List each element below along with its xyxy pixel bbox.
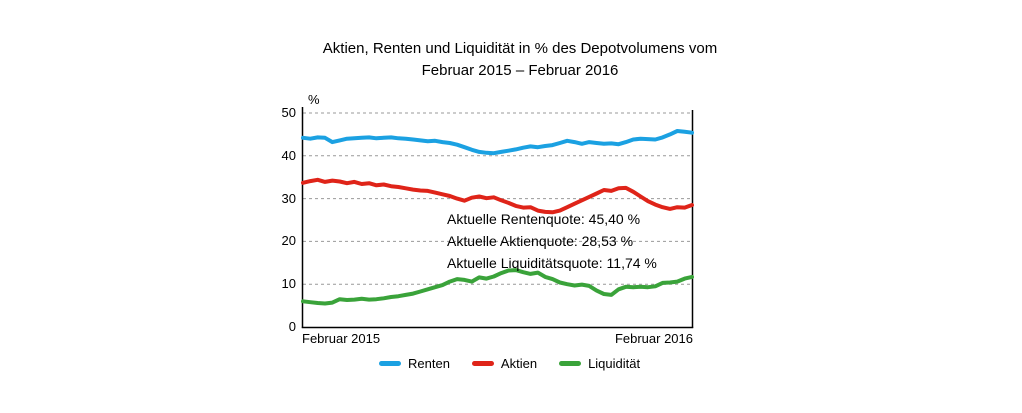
y-tick-label-40: 40 xyxy=(281,148,296,163)
y-tick-label-0: 0 xyxy=(288,319,296,334)
legend-item-liquiditaet: Liquidität xyxy=(559,356,640,371)
aktien-line-series xyxy=(301,177,694,215)
renten-line-swatch-icon xyxy=(379,361,401,366)
liquidität-line-series xyxy=(301,268,694,306)
legend-label-renten: Renten xyxy=(408,356,450,371)
annotation-aktienquote: Aktuelle Aktienquote: 28,53 % xyxy=(447,233,634,249)
aktien-line-swatch-icon xyxy=(471,361,494,366)
y-tick-label-10: 10 xyxy=(281,276,296,291)
y-tick-label-20: 20 xyxy=(281,233,296,248)
x-axis-end-label: Februar 2016 xyxy=(614,331,693,346)
annotation-liquiditaetsquote: Aktuelle Liquiditätsquote: 11,74 % xyxy=(447,255,657,271)
annotation-rentenquote: Aktuelle Rentenquote: 45,40 % xyxy=(447,211,641,227)
y-tick-label-30: 30 xyxy=(281,191,296,206)
y-tick-label-50: 50 xyxy=(281,105,296,120)
legend-label-liquiditaet: Liquidität xyxy=(588,356,641,371)
legend-label-aktien: Aktien xyxy=(500,356,538,371)
legend-item-aktien: Aktien xyxy=(471,356,538,371)
page-title-line-2: Februar 2015 – Februar 2016 xyxy=(421,62,619,79)
page-title: Aktien, Renten und Liquidität in % des D… xyxy=(220,38,820,82)
liquiditaet-line-swatch-icon xyxy=(559,361,582,366)
x-axis-start-label: Februar 2015 xyxy=(302,331,381,346)
y-axis-unit-label: % xyxy=(308,92,320,107)
legend-item-renten: Renten xyxy=(379,356,450,371)
renten-line-series xyxy=(301,129,694,156)
legend: Renten Aktien Liquidität xyxy=(379,356,640,371)
page-title-line-1: Aktien, Renten und Liquidität in % des D… xyxy=(322,40,718,57)
